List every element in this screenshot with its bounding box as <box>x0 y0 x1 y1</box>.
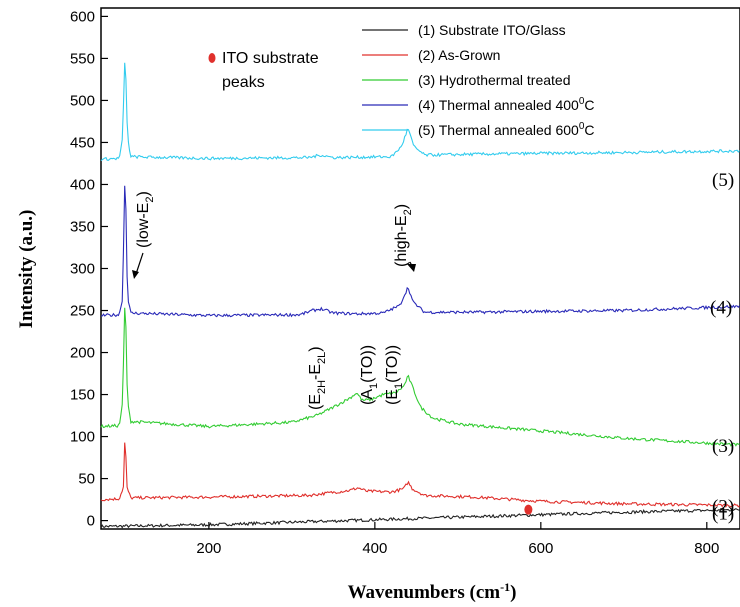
curve-label: (2) <box>712 496 734 517</box>
curve-label: (3) <box>712 436 734 457</box>
series-line <box>100 307 740 447</box>
svg-text:(high-E2): (high-E2) <box>393 204 414 267</box>
y-tick-label: 550 <box>70 50 95 67</box>
legend-entry: (3) Hydrothermal treated <box>418 72 571 88</box>
e1-to-annotation: (E1(TO)) <box>384 345 405 405</box>
y-tick-label: 50 <box>78 471 95 488</box>
high-e2-arrowhead <box>407 264 416 272</box>
y-axis-title: Intensity (a.u.) <box>16 210 37 329</box>
svg-text:(low-E2): (low-E2) <box>135 191 156 248</box>
curve-label: (1) <box>712 504 734 525</box>
ito-label-line2: peaks <box>222 74 265 91</box>
svg-text:(E2H-E2L): (E2H-E2L) <box>307 346 328 410</box>
y-tick-label: 450 <box>70 134 95 151</box>
low-e2-arrowhead <box>132 270 139 279</box>
x-tick-label: 800 <box>694 540 719 557</box>
a1-to-annotation: (A1(TO)) <box>359 345 380 405</box>
ito-legend-dot <box>208 53 216 63</box>
y-tick-label: 400 <box>70 176 95 193</box>
series-line <box>100 185 740 318</box>
y-tick-label: 250 <box>70 303 95 320</box>
series-line <box>100 62 740 162</box>
legend: (1) Substrate ITO/Glass (2) As-Grown (3) H… <box>362 22 595 138</box>
low-e2-arrow <box>135 252 144 275</box>
ito-peak-marker <box>524 504 533 515</box>
y-tick-label: 0 <box>87 513 95 530</box>
svg-text:(A1(TO)): (A1(TO)) <box>359 345 380 405</box>
series-line <box>100 442 740 508</box>
x-tick-label: 200 <box>196 540 221 557</box>
legend-entry: (2) As-Grown <box>418 47 500 63</box>
axis-ticks: 200 400 600 800 0 50 100 150 200 250 300 350 400 450 5… <box>70 8 719 557</box>
series-line <box>100 508 740 529</box>
legend-entry: (4) Thermal annealed 4000C <box>418 96 595 113</box>
y-tick-label: 200 <box>70 345 95 362</box>
y-tick-label: 350 <box>70 218 95 235</box>
y-tick-label: 600 <box>70 8 95 25</box>
svg-text:(E1(TO)): (E1(TO)) <box>384 345 405 405</box>
y-tick-label: 300 <box>70 261 95 278</box>
high-e2-annotation: (high-E2) <box>393 204 414 267</box>
series-layer: (1)(2) (3) (4) (5) <box>100 62 740 529</box>
ito-label-line1: ITO substrate <box>222 50 319 67</box>
y-tick-label: 500 <box>70 92 95 109</box>
legend-entry: (5) Thermal annealed 6000C <box>418 121 595 138</box>
curve-label: (5) <box>712 170 734 191</box>
x-tick-label: 600 <box>528 540 553 557</box>
x-tick-label: 400 <box>362 540 387 557</box>
e2h-e2l-annotation: (E2H-E2L) <box>307 346 328 410</box>
legend-entry: (1) Substrate ITO/Glass <box>418 22 566 38</box>
curve-label: (4) <box>710 297 732 318</box>
y-tick-label: 150 <box>70 387 95 404</box>
x-axis-title: Wavenumbers (cm-1) <box>348 580 517 603</box>
low-e2-annotation: (low-E2) <box>135 191 156 248</box>
y-tick-label: 100 <box>70 429 95 446</box>
